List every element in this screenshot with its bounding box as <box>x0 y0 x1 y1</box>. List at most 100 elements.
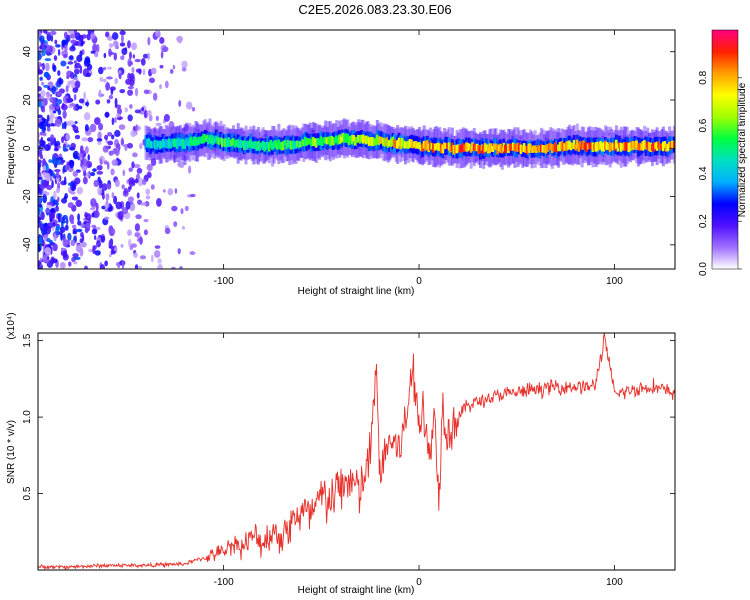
spectrogram-ridge-cell <box>430 143 434 150</box>
spectrogram-ridge-cell <box>554 142 557 152</box>
spectrogram-cell <box>129 245 134 251</box>
spectrogram-cell <box>44 58 52 62</box>
spectrogram-cell <box>91 212 95 218</box>
spectrogram-ridge-cell <box>480 144 484 151</box>
spectrogram-cell <box>46 184 53 191</box>
spectrogram-cell <box>127 238 132 248</box>
spectrogram-ridge-cell <box>657 141 660 149</box>
spectrogram-cell <box>46 114 50 122</box>
spectrogram-ridge-cell <box>518 143 521 152</box>
spectrogram-ridge-cell <box>571 142 574 150</box>
spectrogram-ridge-cell <box>283 139 287 146</box>
spectrogram-ridge-cell <box>164 139 168 149</box>
spectrogram-cell <box>82 152 86 158</box>
spectrogram-ridge-cell <box>418 141 421 150</box>
spectrogram-cell <box>119 89 126 94</box>
spectrogram-ridge-cell <box>424 141 427 151</box>
spectrogram-cell <box>72 150 79 160</box>
spectrogram-cell <box>45 163 49 172</box>
spectrogram-ridge-cell <box>271 142 274 150</box>
spectrogram-cell <box>104 134 109 141</box>
spectrogram-cell <box>62 110 67 119</box>
spectrogram-cell <box>189 251 196 256</box>
spectrogram-ridge-cell <box>500 146 504 154</box>
spectrogram-ridge-cell <box>347 136 351 146</box>
spectrogram-cell <box>38 216 42 222</box>
spectrogram-ridge-cell <box>472 143 476 151</box>
spectrogram-ridge-cell <box>302 139 305 147</box>
spectrogram-ridge-cell <box>274 140 277 148</box>
spectrogram-ridge-cell <box>296 140 299 148</box>
spectrogram-ridge-cell <box>563 143 567 151</box>
spectrogram-ridge-cell <box>222 139 226 146</box>
spectrogram-ridge-cell <box>328 136 332 146</box>
spectrogram-cell <box>46 33 52 42</box>
spectrogram-cell <box>157 30 161 38</box>
spectrogram-cell <box>38 68 44 75</box>
spectrogram-ridge-cell <box>497 144 501 152</box>
spectrogram-cell <box>120 55 124 60</box>
spectrogram-cell <box>90 50 96 54</box>
spectrogram-ridge-cell <box>421 143 424 152</box>
spectrogram-ridge-cell <box>532 145 535 153</box>
spectrogram-cell <box>125 201 131 210</box>
spectrogram-ridge-cell <box>219 137 223 144</box>
spectrogram-ridge-cell <box>586 143 590 150</box>
spectrogram-cell <box>111 192 115 199</box>
spectrogram-cell <box>44 247 52 255</box>
spectrogram-cell <box>73 256 81 260</box>
spectrogram-ridge-cell <box>372 139 376 146</box>
spectrogram-ridge-cell <box>278 141 282 150</box>
spectrogram-ridge-cell <box>597 142 601 150</box>
spectrogram-cell <box>50 256 55 265</box>
spectrogram-cell <box>145 195 151 200</box>
spectrogram-ridge-cell <box>339 136 343 144</box>
spectrogram-ridge-cell <box>543 145 546 153</box>
spectrogram-ridge-cell <box>461 143 465 152</box>
spectrogram-cells <box>38 30 675 269</box>
spectrogram-cell <box>121 260 125 269</box>
spectrogram-ridge-cell <box>299 141 302 148</box>
spectrogram-ridge-cell <box>588 142 592 149</box>
spectrogram-cell <box>61 39 67 46</box>
spectrogram-cell <box>55 160 62 165</box>
spectrogram-cell <box>67 61 74 65</box>
spectrogram-ridge-cell <box>658 143 662 151</box>
spectrogram-ridge-cell <box>446 142 449 149</box>
spectrogram-ridge-cell <box>385 137 388 147</box>
spectrogram-ridge-cell <box>238 140 241 149</box>
spectrogram-y-tick-label: -40 <box>22 237 33 252</box>
spectrogram-ridge-cell <box>450 142 454 151</box>
spectrogram-ridge-cell <box>522 143 526 153</box>
spectrogram-ridge-cell <box>314 138 318 148</box>
spectrogram-ridge-cell <box>188 138 191 147</box>
spectrogram-cell <box>106 183 112 190</box>
spectrogram-cell <box>117 210 124 220</box>
spectrogram-ridge-cell <box>350 134 354 145</box>
spectrogram-cell <box>127 196 135 203</box>
spectrogram-cell <box>124 143 128 152</box>
spectrogram-ridge-cell <box>530 146 534 154</box>
spectrogram-ridge-cell <box>663 141 667 149</box>
spectrogram-ridge-cell <box>608 142 612 152</box>
spectrogram-cell <box>113 247 118 252</box>
spectrogram-cell <box>173 221 178 227</box>
spectrogram-ridge-cell <box>555 144 559 153</box>
spectrogram-ridge-cell <box>505 146 509 153</box>
spectrogram-cell <box>155 115 159 122</box>
spectrogram-cell <box>94 53 99 58</box>
spectrogram-cell <box>121 34 124 43</box>
spectrogram-ridge-cell <box>196 138 199 146</box>
spectrogram-ridge-cell <box>200 136 204 144</box>
spectrogram-cell <box>119 30 126 36</box>
spectrogram-ridge-cell <box>321 138 324 147</box>
spectrogram-ridge-cell <box>544 145 548 154</box>
spectrogram-cell <box>70 220 75 225</box>
spectrogram-cell <box>63 143 67 148</box>
spectrogram-ridge-cell <box>644 143 648 150</box>
spectrogram-cell <box>164 227 171 235</box>
spectrogram-ridge-cell <box>511 142 515 151</box>
spectrogram-cell <box>44 225 52 235</box>
spectrogram-ridge-cell <box>150 141 154 149</box>
spectrogram-cell <box>84 146 89 154</box>
